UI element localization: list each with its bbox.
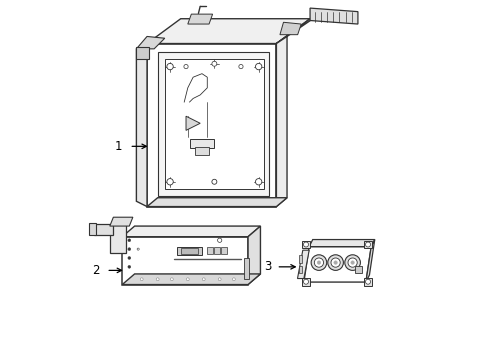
Polygon shape: [303, 247, 370, 282]
Circle shape: [202, 278, 205, 281]
Circle shape: [255, 63, 262, 70]
Polygon shape: [189, 139, 214, 148]
Polygon shape: [88, 222, 96, 235]
Circle shape: [211, 61, 216, 66]
Circle shape: [211, 179, 216, 184]
Polygon shape: [364, 278, 371, 285]
Polygon shape: [298, 256, 302, 262]
Polygon shape: [276, 13, 320, 44]
Circle shape: [255, 179, 262, 185]
Polygon shape: [279, 22, 301, 35]
Polygon shape: [177, 247, 202, 255]
Circle shape: [137, 248, 139, 250]
Circle shape: [303, 242, 308, 247]
Circle shape: [310, 255, 326, 270]
Polygon shape: [195, 147, 209, 155]
Circle shape: [186, 278, 189, 281]
Circle shape: [140, 278, 143, 281]
Circle shape: [156, 278, 159, 281]
Circle shape: [238, 64, 243, 69]
Circle shape: [327, 255, 343, 270]
Circle shape: [128, 257, 130, 260]
Polygon shape: [221, 247, 226, 255]
Circle shape: [166, 179, 173, 185]
Polygon shape: [302, 240, 309, 248]
Text: 2: 2: [91, 264, 99, 277]
Circle shape: [365, 279, 370, 284]
Polygon shape: [157, 53, 269, 196]
Text: 3: 3: [263, 260, 270, 273]
Polygon shape: [309, 8, 357, 24]
Polygon shape: [136, 36, 164, 49]
Polygon shape: [298, 266, 302, 273]
Polygon shape: [122, 237, 247, 284]
Polygon shape: [122, 274, 260, 284]
Polygon shape: [365, 239, 374, 282]
Polygon shape: [308, 239, 374, 247]
Polygon shape: [244, 258, 248, 279]
Circle shape: [128, 239, 130, 242]
Circle shape: [347, 258, 356, 267]
Circle shape: [303, 279, 308, 284]
Polygon shape: [110, 217, 133, 226]
Circle shape: [170, 278, 173, 281]
Circle shape: [166, 63, 173, 70]
Polygon shape: [185, 116, 200, 130]
Circle shape: [128, 265, 130, 268]
Circle shape: [344, 255, 360, 270]
Polygon shape: [364, 240, 371, 248]
Polygon shape: [355, 266, 362, 273]
Polygon shape: [122, 226, 260, 237]
Polygon shape: [207, 247, 212, 255]
Polygon shape: [164, 59, 264, 189]
Polygon shape: [302, 278, 309, 285]
Text: 1: 1: [115, 140, 122, 153]
Polygon shape: [147, 198, 286, 207]
Polygon shape: [181, 248, 198, 254]
Polygon shape: [276, 36, 286, 207]
Circle shape: [317, 261, 320, 264]
Polygon shape: [136, 44, 147, 207]
Polygon shape: [136, 47, 148, 59]
Polygon shape: [147, 19, 309, 44]
Polygon shape: [214, 247, 219, 255]
Circle shape: [350, 261, 354, 264]
Circle shape: [330, 258, 340, 267]
Circle shape: [218, 278, 221, 281]
Circle shape: [365, 242, 370, 247]
Polygon shape: [94, 224, 113, 235]
Polygon shape: [187, 14, 212, 24]
Polygon shape: [247, 226, 260, 284]
Circle shape: [333, 261, 337, 264]
Circle shape: [183, 64, 188, 69]
Polygon shape: [297, 250, 308, 279]
Circle shape: [232, 278, 235, 281]
Polygon shape: [110, 224, 125, 253]
Circle shape: [217, 238, 222, 242]
Circle shape: [314, 258, 323, 267]
Polygon shape: [147, 44, 276, 207]
Circle shape: [128, 248, 130, 251]
